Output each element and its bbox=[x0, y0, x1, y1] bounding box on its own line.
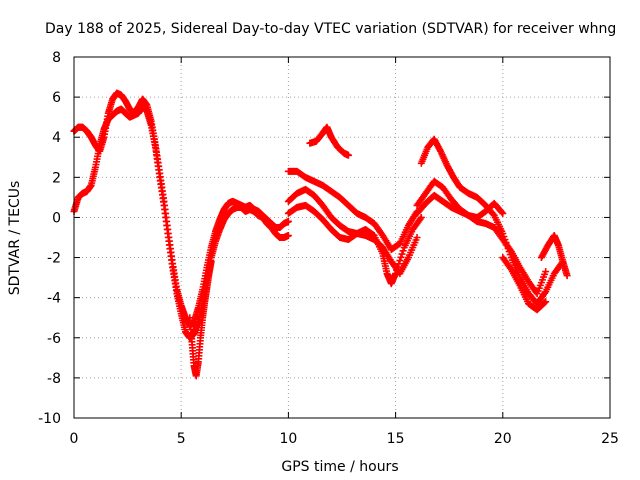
x-axis-title: GPS time / hours bbox=[281, 459, 398, 475]
data-point bbox=[417, 213, 425, 221]
x-tick-label: 5 bbox=[177, 431, 186, 447]
series-trace-b bbox=[70, 89, 292, 330]
series-trace-i bbox=[413, 191, 550, 298]
data-point bbox=[399, 247, 407, 255]
y-tick-label: 8 bbox=[52, 50, 61, 66]
y-tick-label: 0 bbox=[52, 210, 61, 226]
data-point bbox=[284, 231, 292, 239]
data-point bbox=[392, 270, 400, 278]
data-point bbox=[416, 215, 424, 223]
y-tick-label: -6 bbox=[47, 331, 61, 347]
y-tick-label: -2 bbox=[47, 251, 61, 267]
series-trace-k bbox=[499, 254, 550, 314]
series-trace-l bbox=[537, 231, 571, 280]
y-tick-label: -10 bbox=[38, 411, 61, 427]
y-tick-label: -8 bbox=[47, 371, 61, 387]
x-tick-label: 20 bbox=[494, 431, 512, 447]
data-point bbox=[542, 298, 550, 306]
data-series bbox=[70, 89, 571, 380]
y-tick-label: 6 bbox=[52, 90, 61, 106]
series-trace-d bbox=[284, 167, 421, 254]
data-point bbox=[344, 151, 352, 159]
y-tick-label: -4 bbox=[47, 291, 61, 307]
data-point bbox=[207, 258, 215, 266]
data-point bbox=[397, 253, 405, 261]
grid-lines bbox=[74, 57, 610, 418]
x-tick-label: 0 bbox=[70, 431, 79, 447]
chart-title: Day 188 of 2025, Sidereal Day-to-day VTE… bbox=[45, 21, 616, 37]
tick-labels: 0 5 10 15 20 25 -10 -8 -6 -4 -2 0 2 4 6 8 bbox=[38, 50, 619, 447]
data-point bbox=[542, 268, 550, 276]
y-axis-title: SDTVAR / TECUs bbox=[7, 181, 23, 296]
data-point bbox=[499, 209, 507, 217]
series-trace-g bbox=[306, 123, 352, 159]
y-tick-label: 4 bbox=[52, 130, 61, 146]
data-point bbox=[284, 217, 292, 225]
data-point bbox=[498, 208, 506, 216]
data-point bbox=[395, 260, 403, 268]
data-point bbox=[398, 250, 406, 258]
x-tick-label: 15 bbox=[387, 431, 405, 447]
data-point bbox=[506, 264, 514, 272]
x-tick-label: 10 bbox=[279, 431, 297, 447]
series-trace-c bbox=[186, 258, 215, 380]
plot-frame bbox=[73, 56, 611, 419]
data-point bbox=[563, 272, 571, 280]
data-point bbox=[393, 266, 401, 274]
series-trace-f bbox=[284, 201, 425, 288]
data-point bbox=[413, 234, 421, 241]
x-tick-label: 25 bbox=[601, 431, 619, 447]
data-point bbox=[541, 289, 549, 297]
data-point bbox=[489, 210, 497, 218]
y-tick-label: 2 bbox=[52, 170, 61, 186]
data-point bbox=[394, 263, 402, 271]
data-point bbox=[541, 299, 549, 307]
data-point bbox=[396, 257, 404, 265]
